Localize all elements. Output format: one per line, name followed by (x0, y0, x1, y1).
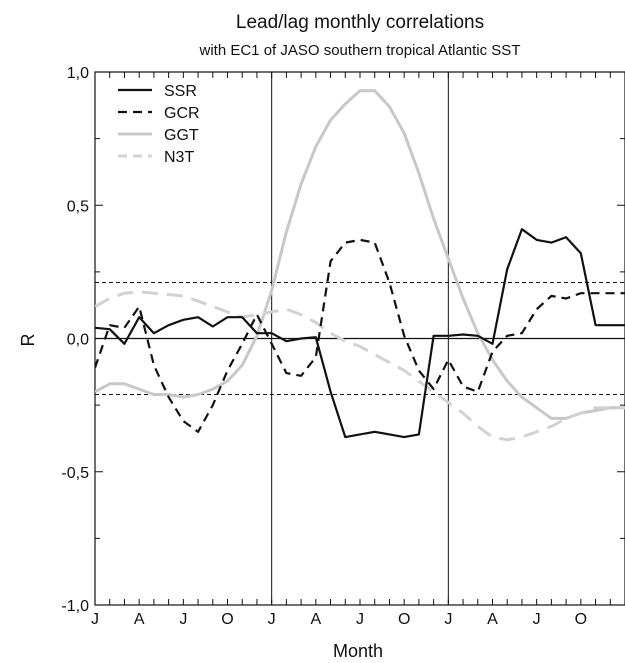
legend-label-gcr: GCR (164, 105, 200, 122)
legend-label-ssr: SSR (164, 83, 197, 100)
y-tick-label: -1,0 (61, 598, 89, 615)
y-tick-label: 0,5 (67, 198, 89, 215)
x-axis-label: Month (333, 641, 383, 661)
plot-area: 1,00,50,0-0,5-1,0J A J O J A J O J A J O (61, 65, 625, 628)
x-tick-label: O (575, 611, 587, 628)
legend-label-ggt: GGT (164, 127, 199, 144)
x-tick-label: O (398, 611, 410, 628)
series-line-ggt (95, 89, 625, 420)
x-tick-label: J (268, 611, 276, 628)
x-tick-label: O (221, 611, 233, 628)
y-tick-label: 1,0 (67, 65, 89, 82)
x-tick-label: J (356, 611, 364, 628)
chart-title: Lead/lag monthly correlations (236, 12, 484, 33)
y-tick-label: -0,5 (61, 465, 89, 482)
x-tick-label: J (179, 611, 187, 628)
x-tick-label: J (444, 611, 452, 628)
legend: SSR GCR GGT N3T (118, 83, 200, 166)
x-tick-label: J (533, 611, 541, 628)
x-tick-label: J (91, 611, 99, 628)
series-line-n3t (95, 290, 625, 442)
legend-label-n3t: N3T (164, 149, 194, 166)
chart-subtitle: with EC1 of JASO southern tropical Atlan… (199, 42, 521, 59)
x-tick-label: A (134, 611, 145, 628)
x-tick-label: A (310, 611, 321, 628)
series-line-ssr (95, 228, 625, 439)
x-tick-label: A (487, 611, 498, 628)
y-axis-label: R (18, 334, 38, 347)
y-tick-label: 0,0 (67, 332, 89, 349)
series-line-gcr (95, 238, 625, 433)
